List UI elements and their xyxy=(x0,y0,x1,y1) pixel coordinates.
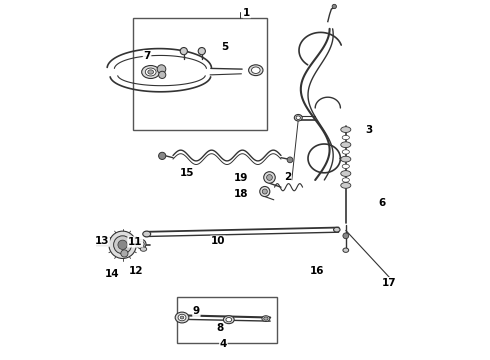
Circle shape xyxy=(114,236,132,254)
Text: 11: 11 xyxy=(128,237,143,247)
Text: 13: 13 xyxy=(95,236,109,246)
Circle shape xyxy=(159,71,166,78)
Text: 3: 3 xyxy=(366,125,373,135)
Ellipse shape xyxy=(341,183,351,188)
Circle shape xyxy=(332,4,337,9)
Ellipse shape xyxy=(334,228,340,232)
Text: 12: 12 xyxy=(129,266,144,276)
Text: 7: 7 xyxy=(144,51,151,61)
Ellipse shape xyxy=(251,67,260,73)
Text: 10: 10 xyxy=(211,236,225,246)
Text: 14: 14 xyxy=(104,269,119,279)
Circle shape xyxy=(343,233,349,239)
Ellipse shape xyxy=(137,239,146,249)
Ellipse shape xyxy=(148,70,153,74)
Ellipse shape xyxy=(180,316,184,319)
Text: 4: 4 xyxy=(220,339,227,349)
Circle shape xyxy=(109,231,136,258)
Ellipse shape xyxy=(264,317,268,320)
Circle shape xyxy=(159,152,166,159)
Ellipse shape xyxy=(140,247,147,251)
Text: 2: 2 xyxy=(284,172,291,182)
Text: 17: 17 xyxy=(382,278,396,288)
Circle shape xyxy=(260,186,270,197)
Text: 15: 15 xyxy=(180,168,195,178)
Text: 5: 5 xyxy=(221,42,229,52)
Circle shape xyxy=(264,172,275,183)
Bar xyxy=(176,297,277,343)
Ellipse shape xyxy=(143,231,151,237)
Ellipse shape xyxy=(248,65,263,76)
Ellipse shape xyxy=(139,241,144,247)
Text: 1: 1 xyxy=(243,8,250,18)
Ellipse shape xyxy=(341,142,351,148)
Ellipse shape xyxy=(342,150,349,154)
Circle shape xyxy=(180,48,187,55)
Text: 18: 18 xyxy=(234,189,248,199)
Ellipse shape xyxy=(341,127,351,132)
Circle shape xyxy=(157,65,166,73)
Text: 6: 6 xyxy=(378,198,386,208)
Ellipse shape xyxy=(145,68,156,76)
Ellipse shape xyxy=(341,171,351,176)
Ellipse shape xyxy=(342,178,349,182)
Circle shape xyxy=(267,175,272,180)
Ellipse shape xyxy=(296,116,300,120)
Text: 8: 8 xyxy=(216,323,223,333)
Ellipse shape xyxy=(294,114,302,121)
Ellipse shape xyxy=(341,156,351,162)
Circle shape xyxy=(262,189,268,194)
Circle shape xyxy=(118,240,127,249)
Text: 19: 19 xyxy=(234,173,248,183)
Text: 16: 16 xyxy=(310,266,324,276)
Circle shape xyxy=(198,48,205,55)
Ellipse shape xyxy=(262,316,270,321)
Ellipse shape xyxy=(142,66,160,78)
Ellipse shape xyxy=(175,312,189,323)
Ellipse shape xyxy=(342,135,349,140)
Ellipse shape xyxy=(342,164,349,168)
Ellipse shape xyxy=(226,318,232,322)
Circle shape xyxy=(287,157,293,163)
Circle shape xyxy=(121,250,128,257)
Bar xyxy=(133,18,267,130)
Text: 9: 9 xyxy=(193,306,200,316)
Ellipse shape xyxy=(223,316,234,324)
Ellipse shape xyxy=(343,248,349,252)
Ellipse shape xyxy=(178,314,186,321)
